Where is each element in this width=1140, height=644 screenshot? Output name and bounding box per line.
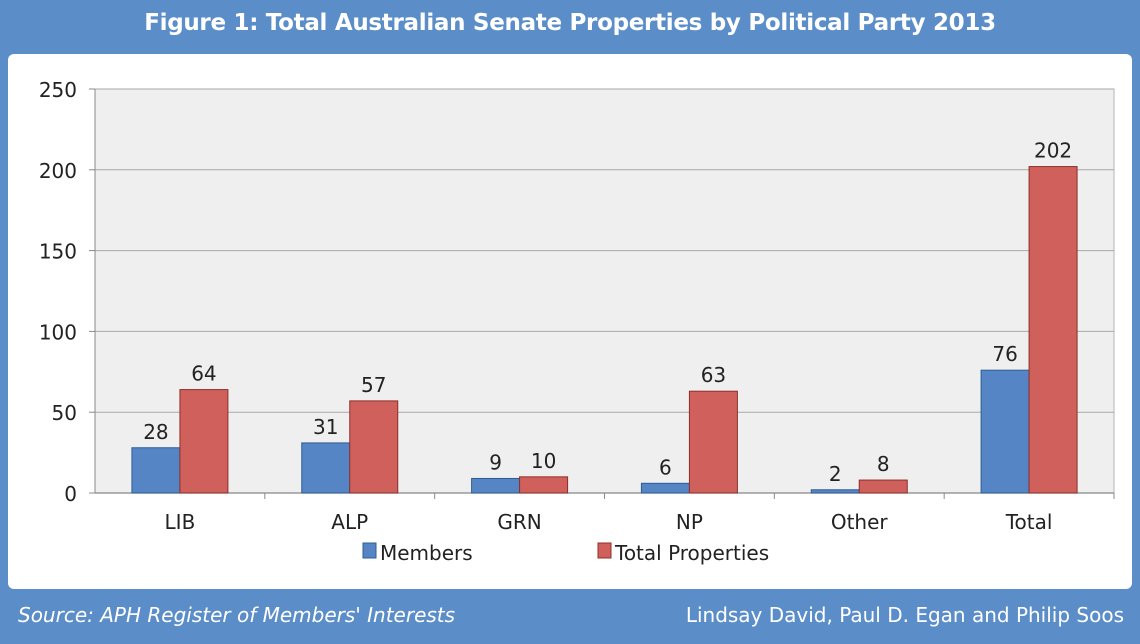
bar-total-properties-alp (349, 400, 399, 494)
authors-credit: Lindsay David, Paul D. Egan and Philip S… (685, 603, 1124, 627)
x-tick-label: Total (1005, 510, 1053, 534)
data-label: 64 (191, 362, 216, 386)
data-label: 6 (659, 455, 672, 479)
bar-total-properties-total (1028, 166, 1078, 494)
legend-swatch-total-properties (597, 542, 612, 559)
bar-members-grn (471, 477, 521, 494)
x-tick-label: Other (831, 510, 889, 534)
y-tick-label: 150 (39, 240, 77, 264)
y-tick-label: 250 (39, 78, 77, 102)
bar-total-properties-other (858, 479, 908, 494)
bar-total-properties-lib (179, 389, 229, 494)
data-label: 10 (531, 449, 556, 473)
legend-label: Members (380, 541, 473, 565)
y-tick-label: 0 (64, 482, 77, 506)
legend-label: Total Properties (614, 541, 769, 565)
bar-members-alp (301, 442, 351, 494)
source-note: Source: APH Register of Members' Interes… (18, 603, 456, 627)
bar-total-properties-np (688, 390, 738, 494)
x-tick-label: LIB (165, 510, 196, 534)
data-label: 57 (361, 373, 386, 397)
y-tick-label: 200 (39, 159, 77, 183)
chart-panel: 0 50 100 150 200 250 LIB 28 64 ALP 31 57 GRN 9 10 NP 6 63… (8, 54, 1132, 589)
figure-title: Figure 1: Total Australian Senate Proper… (144, 10, 996, 36)
data-label: 9 (489, 450, 502, 474)
data-label: 28 (143, 420, 168, 444)
data-label: 31 (313, 415, 338, 439)
x-tick-label: ALP (331, 510, 368, 534)
data-label: 2 (829, 462, 842, 486)
data-label: 202 (1034, 139, 1072, 163)
y-tick-label: 50 (52, 401, 77, 425)
y-tick-label: 100 (39, 320, 77, 344)
x-tick-label: GRN (497, 510, 541, 534)
bar-total-properties-grn (519, 476, 569, 494)
x-tick-label: NP (676, 510, 703, 534)
plot-area (94, 88, 1115, 494)
bar-members-total (980, 369, 1030, 494)
data-label: 63 (701, 363, 726, 387)
bar-members-other (810, 489, 860, 494)
data-label: 8 (877, 452, 890, 476)
bar-members-np (640, 482, 690, 494)
data-label: 76 (992, 342, 1017, 366)
bar-members-lib (131, 447, 181, 494)
legend-swatch-members (362, 542, 377, 559)
